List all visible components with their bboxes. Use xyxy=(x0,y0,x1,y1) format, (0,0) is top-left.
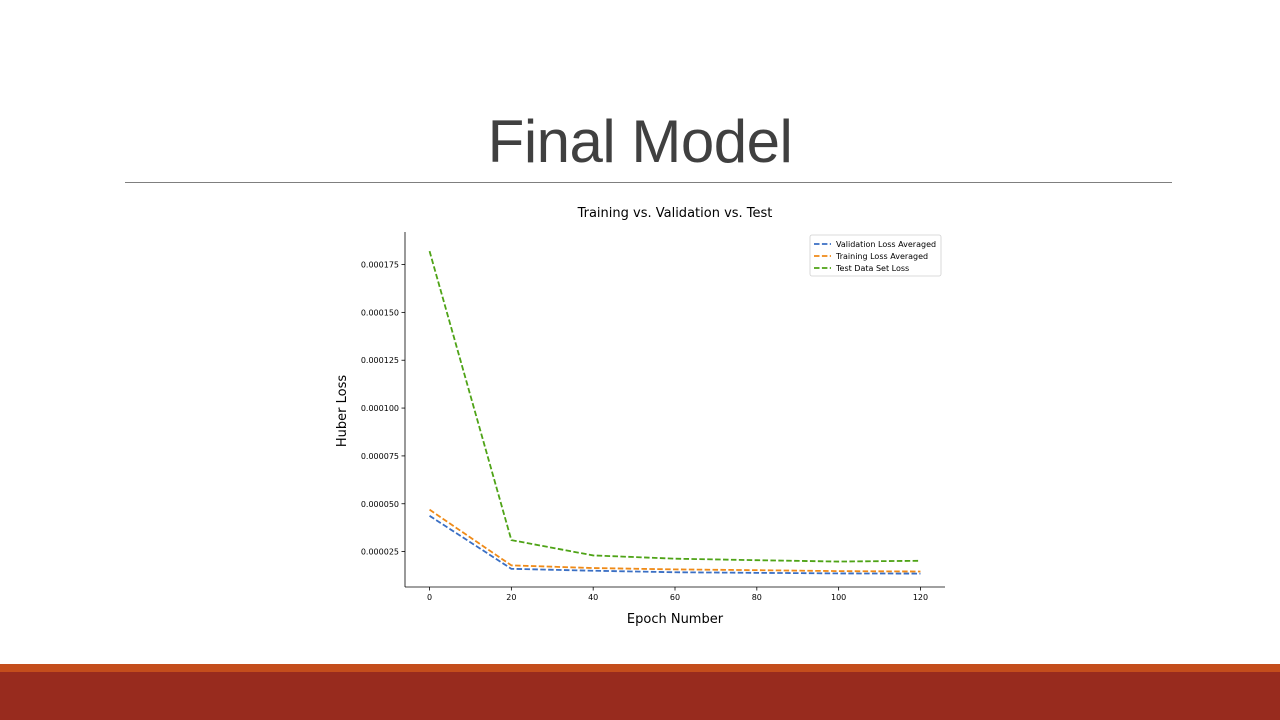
y-tick-label: 0.000025 xyxy=(361,548,399,557)
series-line-1 xyxy=(429,515,921,575)
chart-title: Training vs. Validation vs. Test xyxy=(577,206,773,221)
loss-chart: Training vs. Validation vs. Test 0 20 40 60… xyxy=(335,206,945,627)
chart-container: Training vs. Validation vs. Test 0 20 40 60… xyxy=(320,196,960,636)
y-tick-label: 0.000100 xyxy=(361,404,399,413)
x-axis-label: Epoch Number xyxy=(627,612,724,627)
y-axis-label: Huber Loss xyxy=(335,375,350,447)
chart-series xyxy=(428,250,921,575)
slide-title: Final Model xyxy=(487,108,793,175)
series-line-3 xyxy=(428,250,921,563)
chart-axes xyxy=(404,232,945,588)
y-tick-label: 0.000125 xyxy=(361,356,399,365)
legend-label: Training Loss Averaged xyxy=(835,252,928,261)
footer-band-accent xyxy=(0,664,1280,672)
footer-band xyxy=(0,672,1280,720)
x-tick-label: 100 xyxy=(831,593,846,602)
x-tick-label: 20 xyxy=(506,593,516,602)
x-tick-label: 60 xyxy=(670,593,680,602)
x-tick-label: 80 xyxy=(752,593,762,602)
x-tick-label: 0 xyxy=(427,593,432,602)
y-tick-label: 0.000050 xyxy=(361,500,399,509)
chart-legend: Validation Loss Averaged Training Loss Av… xyxy=(809,234,942,277)
x-tick-label: 120 xyxy=(913,593,928,602)
y-tick-label: 0.000150 xyxy=(361,308,399,317)
legend-label: Validation Loss Averaged xyxy=(836,240,936,249)
chart-ticks: 0 20 40 60 80 100 120 0.000025 0.000050 0.000075 0… xyxy=(361,261,928,602)
series-line-2 xyxy=(429,508,921,573)
y-tick-label: 0.000075 xyxy=(361,452,399,461)
x-tick-label: 40 xyxy=(588,593,598,602)
legend-label: Test Data Set Loss xyxy=(835,264,909,273)
legend-box xyxy=(809,234,942,277)
title-divider xyxy=(125,182,1172,183)
y-tick-label: 0.000175 xyxy=(361,261,399,270)
